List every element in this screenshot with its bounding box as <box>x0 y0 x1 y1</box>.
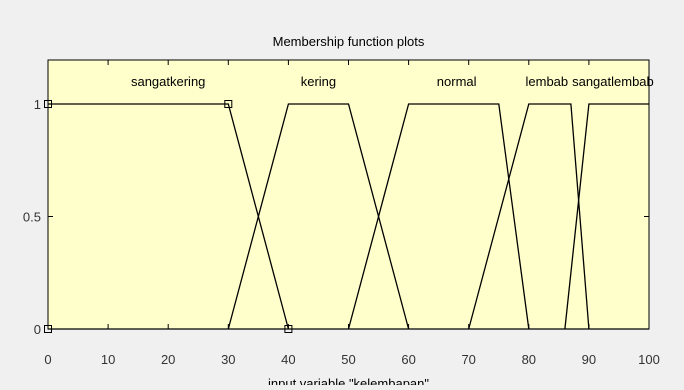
selection-marker[interactable] <box>44 100 52 108</box>
membership-label-kering: kering <box>301 74 336 89</box>
y-tick-label: 1 <box>34 97 41 112</box>
selection-markers <box>44 100 293 333</box>
plot-area[interactable] <box>47 59 650 330</box>
membership-label-sangatlembab: sangatlembab <box>572 74 654 89</box>
y-tick-label: 0.5 <box>23 210 41 225</box>
x-tick-label: 90 <box>582 352 596 367</box>
axes: 0 10 20 30 40 50 60 70 80 90 100 0 0.5 1 <box>23 60 660 367</box>
x-tick-label: 100 <box>638 352 660 367</box>
membership-curves <box>48 103 649 330</box>
membership-label-lembab: lembab <box>526 74 569 89</box>
x-tick-label: 50 <box>341 352 355 367</box>
y-tick-label: 0 <box>34 322 41 337</box>
x-tick-label: 30 <box>221 352 235 367</box>
membership-labels: sangatkering kering normal lembab sangatlemb… <box>131 74 654 89</box>
selection-marker[interactable] <box>44 325 52 333</box>
x-tick-label: 0 <box>44 352 51 367</box>
membership-curve-normal[interactable] <box>347 103 530 330</box>
x-tick-label: 20 <box>161 352 175 367</box>
x-axis-label: input variable "kelembapan" <box>268 376 429 385</box>
membership-curve-sangatkering[interactable] <box>48 103 290 330</box>
membership-curve-sangatlembab[interactable] <box>564 103 649 330</box>
chart-title: Membership function plots <box>273 34 425 49</box>
membership-label-sangatkering: sangatkering <box>131 74 205 89</box>
x-tick-label: 60 <box>401 352 415 367</box>
x-tick-label: 10 <box>101 352 115 367</box>
x-tick-label: 70 <box>461 352 475 367</box>
membership-curve-lembab[interactable] <box>468 103 590 330</box>
selection-marker[interactable] <box>224 100 233 108</box>
x-tick-label: 80 <box>522 352 536 367</box>
selection-marker[interactable] <box>284 325 293 333</box>
membership-label-normal: normal <box>437 74 477 89</box>
x-tick-label: 40 <box>281 352 295 367</box>
